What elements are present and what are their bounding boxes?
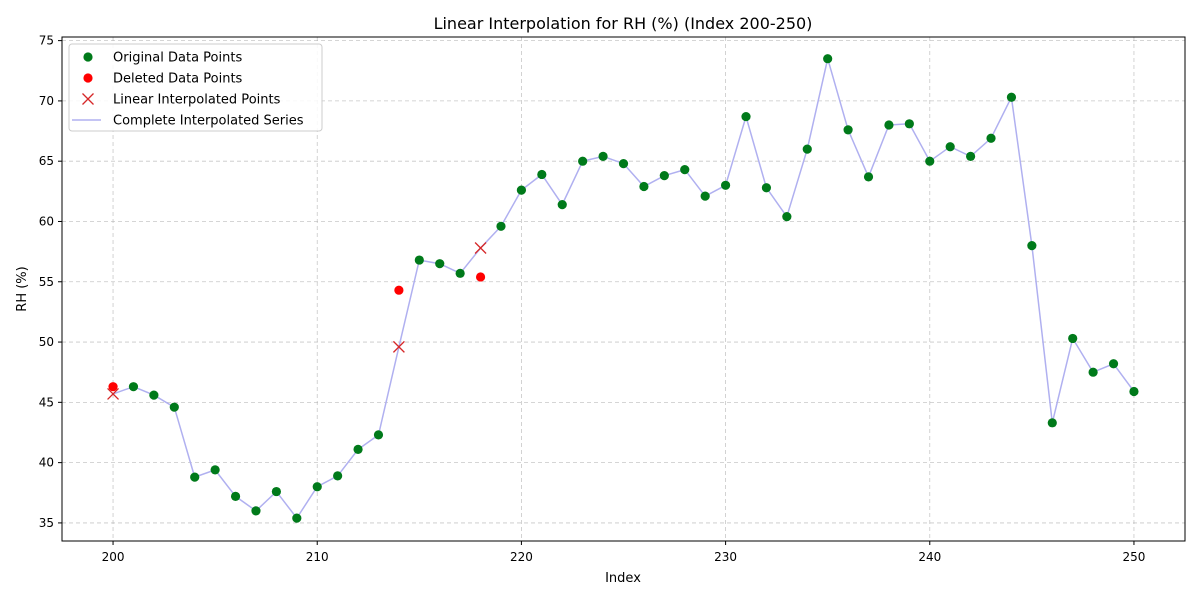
y-axis-title: RH (%) (15, 266, 30, 311)
original-data-point (1047, 418, 1057, 428)
original-data-point (925, 156, 935, 166)
original-data-point (1088, 367, 1098, 377)
original-data-point (312, 482, 322, 492)
x-axis-title: Index (605, 571, 641, 586)
original-data-point (598, 151, 608, 161)
y-tick-label: 70 (39, 94, 54, 108)
original-data-point (414, 255, 424, 265)
linear-interpolated-point (392, 340, 405, 353)
original-data-point (966, 151, 976, 161)
y-tick-label: 40 (39, 456, 54, 470)
y-tick-label: 35 (39, 516, 54, 530)
original-data-point (1129, 386, 1139, 397)
original-data-point (720, 180, 731, 190)
legend-label: Linear Interpolated Points (113, 93, 281, 108)
y-tick-label: 60 (39, 214, 54, 228)
original-data-point (333, 471, 343, 481)
y-tick-label: 75 (39, 34, 54, 48)
original-data-point (149, 390, 159, 400)
legend-marker-deleted (83, 73, 93, 83)
original-data-point (435, 259, 445, 269)
x-tick-label: 220 (510, 550, 533, 564)
original-data-point (945, 142, 955, 152)
original-data-point (843, 125, 853, 135)
original-data-point (741, 111, 751, 122)
original-data-point (659, 171, 669, 181)
deleted-data-point (394, 285, 404, 295)
original-data-point (680, 165, 690, 175)
original-data-point (761, 183, 772, 193)
original-data-point (1068, 333, 1078, 344)
original-data-point (516, 185, 527, 195)
original-data-point (618, 159, 629, 169)
x-tick-label: 230 (714, 550, 737, 564)
y-tick-label: 65 (39, 154, 54, 168)
original-data-point (353, 444, 363, 454)
original-data-point (190, 472, 200, 482)
original-data-point (823, 54, 833, 64)
legend-marker-original (83, 52, 93, 62)
original-data-point (1108, 359, 1119, 369)
legend-marker-interpolated (82, 93, 94, 105)
original-data-point (1027, 240, 1037, 251)
legend: Original Data Points Deleted Data Points L… (68, 43, 323, 132)
original-data-point (251, 506, 261, 516)
original-data-point (169, 402, 179, 412)
original-data-point (292, 513, 302, 523)
original-data-point (578, 156, 588, 166)
deleted-data-point (475, 272, 486, 282)
original-data-point (271, 486, 281, 497)
original-data-point (863, 172, 874, 182)
legend-box (68, 43, 323, 132)
original-data-point (802, 144, 812, 154)
original-data-point (455, 268, 465, 278)
chart-title: Linear Interpolation for RH (%) (Index 2… (434, 14, 813, 33)
x-tick-label: 200 (102, 550, 125, 564)
original-data-point (210, 465, 220, 475)
legend-label: Original Data Points (113, 51, 242, 66)
original-data-point (537, 169, 547, 180)
x-tick-label: 240 (918, 550, 941, 564)
original-data-point (884, 120, 894, 130)
legend-label: Deleted Data Points (113, 72, 243, 87)
original-data-point (986, 133, 996, 143)
original-data-point (700, 191, 710, 201)
y-tick-label: 50 (39, 335, 54, 349)
original-data-point (557, 199, 567, 210)
original-data-point (1006, 92, 1017, 102)
deleted-data-point (108, 382, 118, 392)
ticks-layer: 200 210 220 230 240 250 35 40 45 50 55 60 65 70 75 (39, 34, 1146, 564)
linear-interpolated-point (474, 242, 487, 254)
y-tick-label: 55 (39, 275, 54, 289)
original-data-point (904, 119, 914, 129)
y-tick-label: 45 (39, 395, 54, 409)
original-data-point (230, 491, 241, 501)
x-tick-label: 210 (306, 550, 329, 564)
original-data-point (639, 181, 649, 192)
original-data-point (373, 430, 384, 440)
original-data-point (128, 382, 139, 392)
x-tick-label: 250 (1123, 550, 1146, 564)
linear-interpolated-point (107, 387, 120, 400)
plot-frame (61, 36, 1186, 542)
legend-label: Complete Interpolated Series (113, 114, 304, 129)
original-data-point (782, 212, 792, 222)
points-layer (107, 54, 1139, 523)
original-data-point (496, 221, 506, 231)
